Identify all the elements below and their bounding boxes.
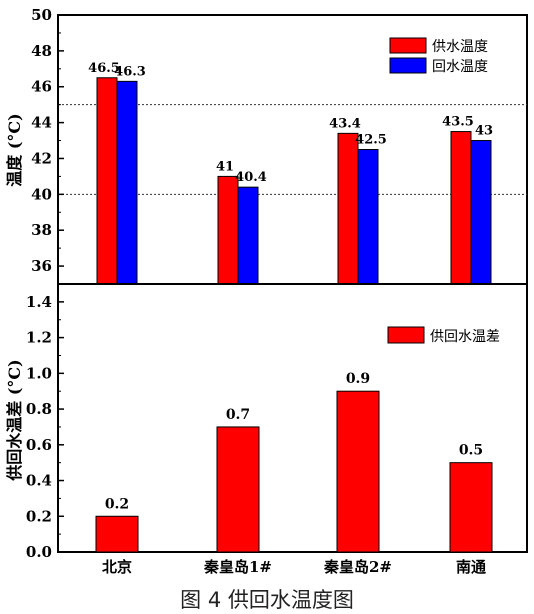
- y-tick-label: 0.0: [26, 543, 52, 561]
- bar: [357, 149, 379, 285]
- bar: [217, 175, 239, 285]
- y-tick-label: 1.2: [26, 329, 52, 347]
- data-label: 41: [216, 159, 234, 174]
- bar: [95, 515, 139, 553]
- y-tick-label: 1.0: [26, 364, 52, 382]
- y-tick-label: 0.2: [26, 507, 52, 525]
- data-label: 40.4: [235, 170, 267, 185]
- figure-caption: 图 4 供回水温度图: [180, 588, 354, 612]
- data-label: 0.2: [105, 496, 129, 512]
- legend-label: 回水温度: [432, 59, 488, 75]
- bar: [336, 390, 380, 553]
- y-tick-label: 1.4: [26, 293, 52, 311]
- data-label: 0.9: [346, 371, 370, 387]
- data-label: 0.7: [226, 407, 250, 423]
- legend-label: 供水温度: [432, 39, 488, 55]
- legend-swatch: [387, 326, 425, 344]
- data-label: 43.4: [329, 116, 361, 131]
- bar: [450, 131, 472, 285]
- data-label: 43: [475, 124, 493, 139]
- y-tick-label: 40: [31, 185, 52, 203]
- y-tick-label: 38: [31, 221, 52, 239]
- x-tick-label: 北京: [102, 558, 132, 576]
- y-tick-label: 0.4: [26, 472, 52, 490]
- bar: [470, 140, 492, 285]
- x-tick-label: 秦皇岛1#: [203, 558, 272, 576]
- bar: [216, 426, 260, 553]
- data-label: 0.5: [459, 443, 483, 459]
- y-tick-label: 46: [31, 78, 52, 96]
- legend-swatch: [389, 57, 427, 74]
- bar: [96, 77, 118, 285]
- y-tick-label: 48: [31, 42, 52, 60]
- legend-swatch: [389, 37, 427, 54]
- y-tick-label: 42: [31, 149, 52, 167]
- data-label: 43.5: [442, 115, 474, 130]
- y-tick-label: 44: [31, 114, 52, 132]
- x-tick-label: 秦皇岛2#: [323, 558, 392, 576]
- x-tick-label: 南通: [456, 558, 486, 576]
- temperature-difference-chart: 0.0 0.2 0.4 0.6 0.8 1.0 1.2 1.4 0.2 北京 0.7 秦皇岛1# 0.9…: [5, 283, 528, 576]
- data-label: 42.5: [355, 133, 387, 148]
- y-tick-label: 0.6: [26, 436, 52, 454]
- y-tick-label: 0.8: [26, 400, 52, 418]
- y-tick-label: 36: [31, 257, 52, 275]
- data-label: 46.5: [88, 61, 120, 76]
- y-axis-label: 温度 (°C): [5, 113, 24, 187]
- bar: [337, 132, 359, 285]
- bar: [116, 80, 138, 285]
- bar: [237, 186, 259, 285]
- bottom-plot-frame: [57, 283, 528, 553]
- bar: [449, 462, 493, 553]
- y-axis-label: 供回水温差 (°C): [5, 359, 24, 481]
- y-tick-label: 50: [31, 6, 52, 24]
- data-label: 46.3: [114, 64, 146, 79]
- legend-label: 供回水温差: [430, 329, 500, 345]
